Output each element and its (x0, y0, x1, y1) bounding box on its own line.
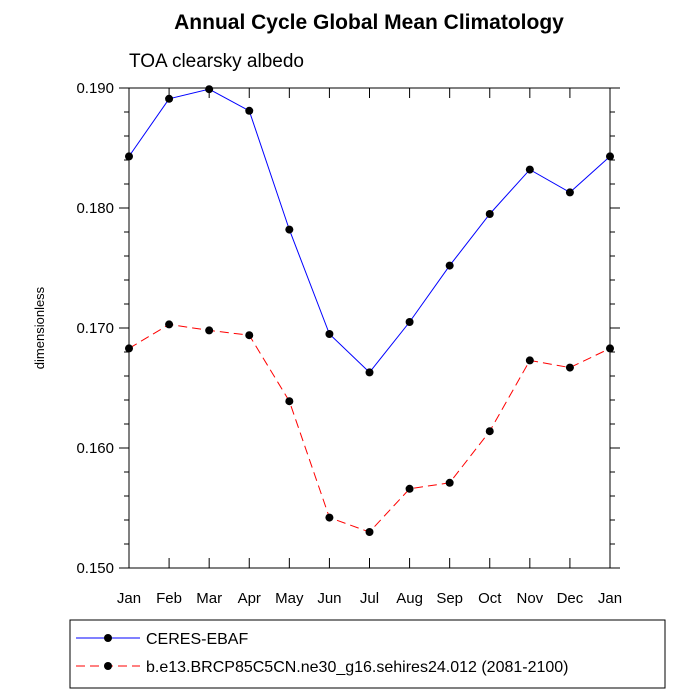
series-1-point (445, 478, 454, 487)
series-line-0 (128, 88, 611, 374)
x-tick-label: Jan (598, 590, 622, 607)
axes-layer: Jan Feb Mar Apr May Jun Jul Aug Sep Oct Nov Dec Jan0… (76, 80, 622, 607)
y-tick-label: 0.150 (76, 560, 114, 577)
x-tick-label: Feb (156, 590, 182, 607)
series-layer (125, 85, 614, 536)
series-1-point (125, 344, 133, 353)
x-tick-label: May (275, 590, 304, 607)
x-tick-label: Dec (557, 590, 584, 607)
series-0-point (365, 368, 374, 377)
series-1-point (606, 344, 614, 353)
series-0-point (125, 152, 133, 161)
x-tick-label: Apr (238, 590, 261, 607)
series-1-point (245, 331, 254, 340)
series-1-point (205, 326, 214, 335)
series-0-point (606, 152, 614, 161)
y-axis-label: dimensionless (32, 286, 47, 369)
series-1-point (485, 427, 494, 436)
legend-layer: CERES-EBAF b.e13.BRCP85C5CN.ne30_g16.sehi… (76, 631, 569, 676)
y-tick-label: 0.180 (76, 200, 114, 217)
series-1-point (325, 513, 334, 522)
series-1-point (405, 484, 414, 493)
x-tick-label: Jul (360, 590, 379, 607)
x-tick-label: Mar (196, 590, 222, 607)
series-1-point (285, 397, 294, 406)
legend-label-1: b.e13.BRCP85C5CN.ne30_g16.sehires24.012 … (146, 659, 569, 676)
series-0-point (285, 225, 294, 234)
legend-box (69, 619, 666, 689)
x-tick-label: Sep (436, 590, 463, 607)
x-tick-label: Oct (478, 590, 502, 607)
chart-subtitle: TOA clearsky albedo (129, 51, 304, 72)
series-0-point (325, 330, 334, 338)
series-0-point (405, 318, 414, 326)
series-1-point (565, 363, 574, 372)
legend-marker-0 (104, 634, 112, 642)
series-0-point (565, 188, 574, 197)
chart-title: Annual Cycle Global Mean Climatology (174, 11, 564, 34)
x-tick-label: Jun (317, 590, 341, 607)
series-0-point (205, 85, 214, 94)
series-1-point (365, 528, 374, 536)
x-tick-label: Jan (117, 590, 141, 607)
y-tick-label: 0.170 (76, 320, 114, 337)
legend-label-0: CERES-EBAF (146, 631, 248, 648)
x-tick-label: Nov (516, 590, 543, 607)
y-tick-label: 0.160 (76, 440, 114, 457)
series-1-point (165, 320, 174, 329)
series-0-point (445, 261, 454, 270)
series-1-point (525, 356, 534, 365)
y-tick-label: 0.190 (76, 80, 114, 97)
series-0-point (485, 210, 494, 218)
legend-marker-1 (104, 662, 112, 670)
series-0-point (525, 165, 534, 174)
series-0-point (165, 94, 174, 103)
x-tick-label: Aug (396, 590, 423, 607)
series-line-1 (128, 323, 611, 533)
series-0-point (245, 106, 254, 115)
plot-frame (128, 87, 611, 569)
